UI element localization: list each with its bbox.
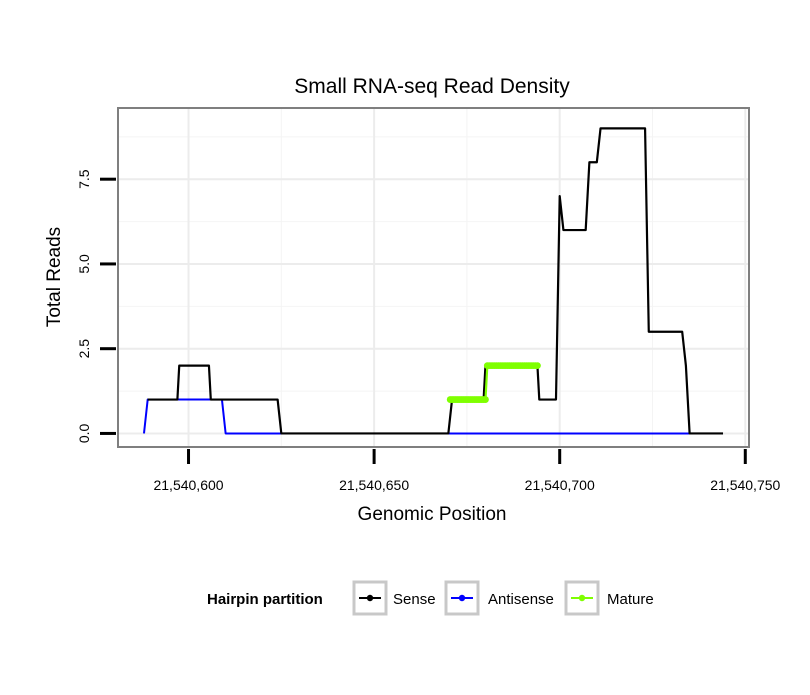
series-line-sense (147, 127, 724, 435)
chart-title: Small RNA-seq Read Density (294, 75, 570, 98)
legend-item-label: Sense (393, 591, 436, 608)
legend-item-label: Antisense (488, 591, 554, 608)
y-tick-label: 7.5 (76, 169, 92, 189)
y-axis-label: Total Reads (44, 227, 65, 327)
series-lines (142, 127, 724, 435)
legend-key-dot (366, 594, 374, 602)
x-axis-label: Genomic Position (358, 504, 507, 525)
grid-lines (118, 108, 749, 447)
legend-key-dot (458, 594, 466, 602)
mature-point (482, 396, 489, 403)
legend-key-dot (578, 594, 586, 602)
legend-item-antisense: Antisense (444, 580, 554, 616)
axes: 21,540,600 21,540,650 21,540,700 21,540,750… (76, 169, 781, 493)
x-tick-label: 21,540,650 (339, 477, 409, 493)
y-tick-label: 2.5 (76, 339, 92, 359)
plot-area (118, 108, 749, 447)
legend-item-mature: Mature (564, 580, 654, 616)
mature-point (534, 362, 541, 370)
x-tick-label: 21,540,750 (710, 477, 780, 493)
x-tick-label: 21,540,600 (153, 477, 223, 493)
legend-item-sense: Sense (352, 580, 436, 616)
legend: Hairpin partition Sense Antisense Mature (207, 580, 654, 616)
y-tick-label: 0.0 (76, 423, 92, 443)
x-tick-label: 21,540,700 (525, 477, 595, 493)
legend-item-label: Mature (607, 591, 654, 608)
plot-border (117, 107, 750, 448)
y-tick-label: 5.0 (76, 254, 92, 274)
legend-title: Hairpin partition (207, 591, 323, 608)
